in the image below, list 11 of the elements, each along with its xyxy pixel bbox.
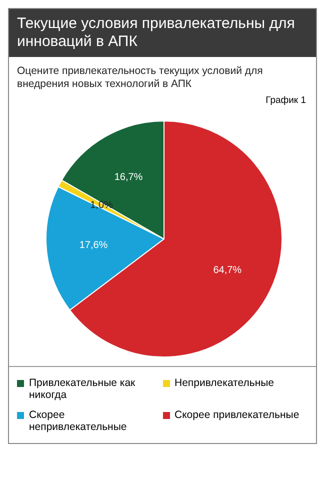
data-label: 17,6% [79, 240, 108, 252]
legend-label: Скорее непривлекательные [29, 409, 128, 433]
data-label: 1,0% [90, 200, 114, 212]
data-label: 64,7% [213, 265, 242, 276]
chart-subtitle: Оцените привлекательность текущих условий для внедрения новых технологий в АПК [16, 64, 264, 91]
chart-title: Текущие условия привалекательны для инноваций в АПК [9, 9, 316, 57]
legend-label: Непривлекательные [174, 377, 274, 389]
legend-label: Скорее привлекательные [174, 409, 300, 421]
legend-label: Привлекательные как никогда [29, 377, 136, 401]
text: График 1 [266, 95, 306, 106]
data-label: 16,7% [114, 172, 143, 184]
